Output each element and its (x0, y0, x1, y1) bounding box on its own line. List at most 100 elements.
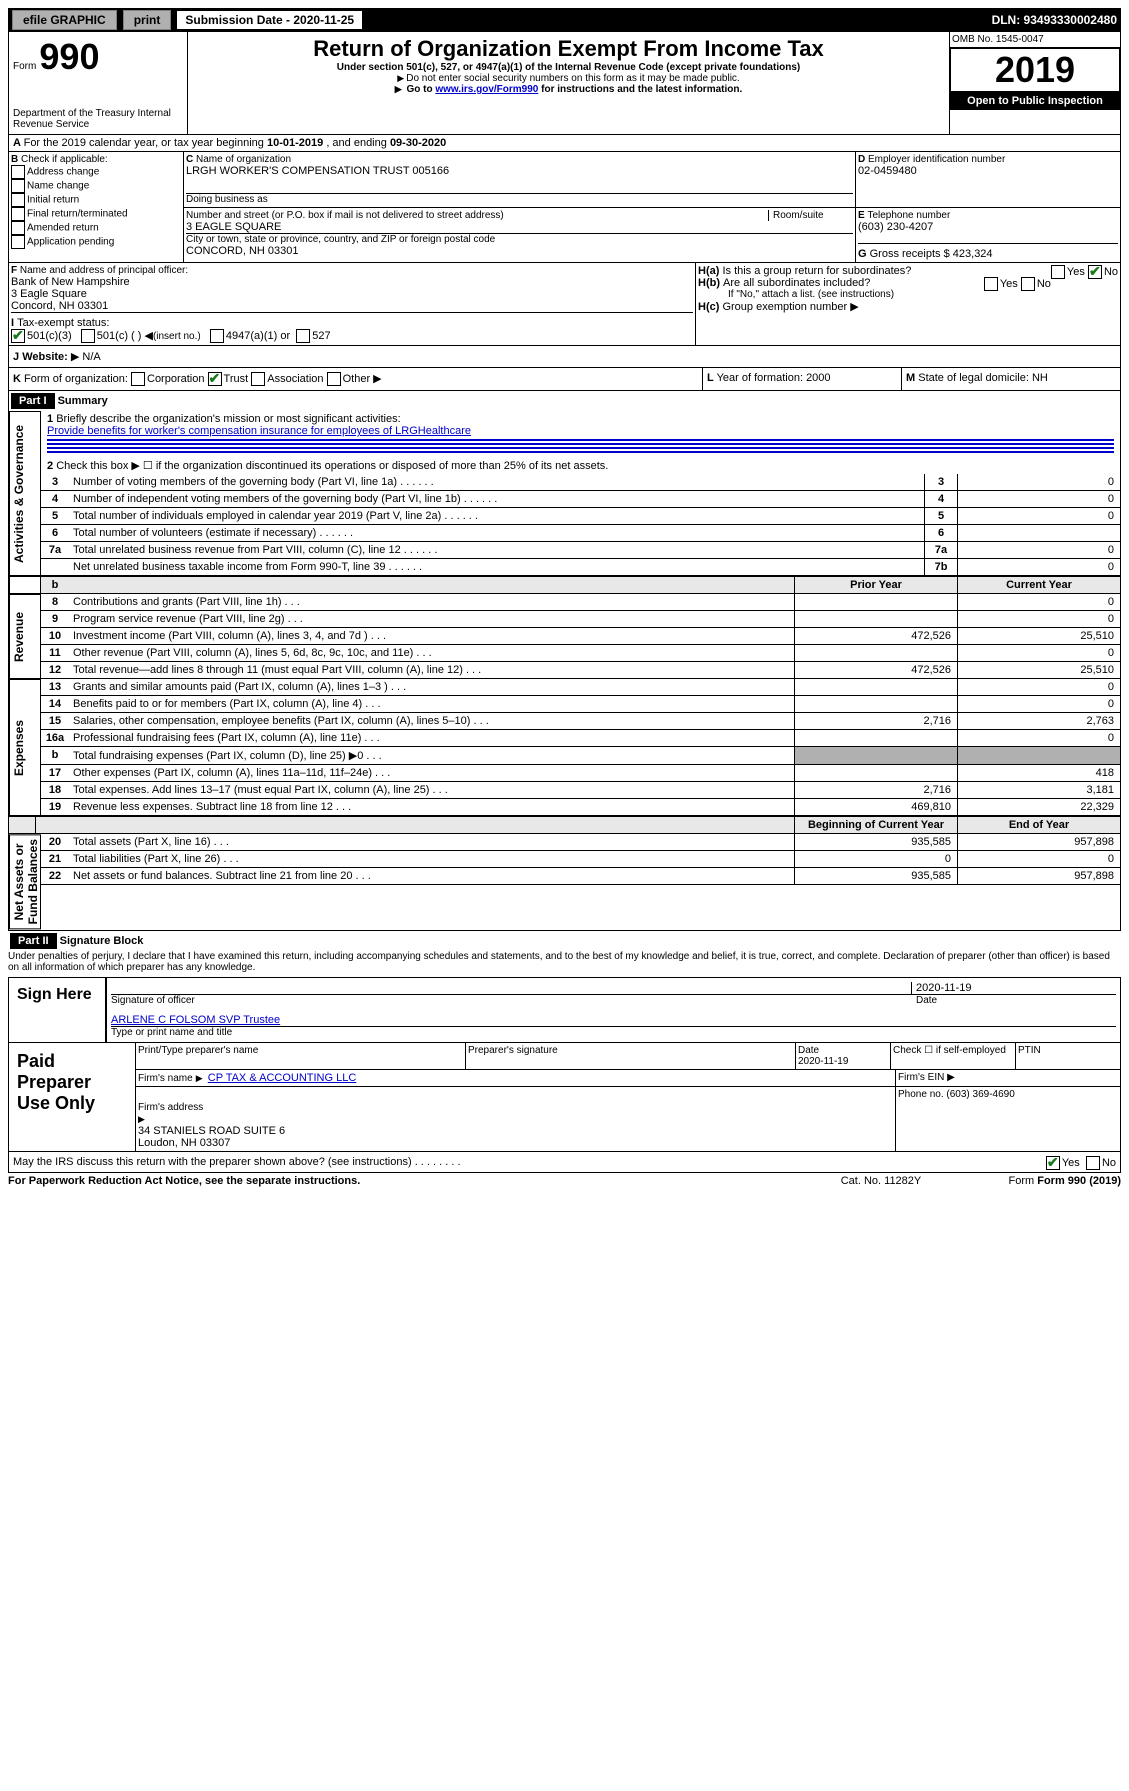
firm-addr-lbl: Firm's address (138, 1102, 203, 1113)
goto-pre: Go to (406, 84, 435, 95)
q1: Briefly describe the organization's miss… (56, 413, 400, 425)
city: CONCORD, NH 03301 (186, 245, 853, 257)
city-lbl: City or town, state or province, country… (186, 233, 853, 245)
firm-name[interactable]: CP TAX & ACCOUNTING LLC (208, 1072, 357, 1084)
side-rev: Revenue (9, 594, 41, 679)
b-init[interactable]: Initial return (27, 195, 79, 206)
table-row: 19Revenue less expenses. Subtract line 1… (41, 799, 1120, 816)
pp-check[interactable]: Check ☐ if self-employed (890, 1043, 1015, 1069)
d-lbl: Employer identification number (868, 154, 1005, 165)
pp-name-lbl: Print/Type preparer's name (136, 1043, 465, 1069)
k-trust-chk[interactable] (208, 372, 222, 386)
table-row: 3Number of voting members of the governi… (41, 474, 1120, 491)
chk-501c3[interactable] (11, 329, 25, 343)
i-o3: 4947(a)(1) or (226, 330, 290, 342)
b-final[interactable]: Final return/terminated (27, 209, 128, 220)
a-end: 09-30-2020 (390, 137, 446, 149)
year-formed: 2000 (806, 372, 830, 384)
dln: DLN: 93493330002480 (992, 13, 1117, 27)
hb-yes[interactable]: Yes (1000, 278, 1018, 290)
sig-date-lbl: Date (912, 995, 1116, 1006)
part-ii: Part II Signature Block Under penalties … (8, 931, 1121, 1173)
org-name: LRGH WORKER'S COMPENSATION TRUST 005166 (186, 165, 853, 177)
c-name-lbl: Name of organization (196, 154, 291, 165)
goto-post: for instructions and the latest informat… (541, 84, 742, 95)
discuss-yes-chk[interactable] (1046, 1156, 1060, 1170)
firm-name-lbl: Firm's name (138, 1073, 193, 1084)
f-lbl: Name and address of principal officer: (20, 265, 188, 276)
line-a: A For the 2019 calendar year, or tax yea… (8, 135, 1121, 152)
partii-hdr: Part II (10, 933, 57, 949)
m-lbl: State of legal domicile: (918, 372, 1029, 384)
paid-prep: Paid Preparer Use Only (9, 1043, 135, 1151)
ha-no: No (1104, 266, 1118, 278)
table-row: 17Other expenses (Part IX, column (A), l… (41, 765, 1120, 782)
form-word: Form (13, 61, 36, 72)
note-ssn: Do not enter social security numbers on … (192, 73, 945, 84)
part-i: Part I Summary Activities & Governance 1… (8, 391, 1121, 930)
a-mid: , and ending (326, 137, 390, 149)
street: 3 EAGLE SQUARE (186, 221, 853, 233)
firm-phone-lbl: Phone no. (898, 1089, 944, 1100)
b-amend[interactable]: Amended return (27, 223, 99, 234)
b-addr[interactable]: Address change (27, 167, 99, 178)
col-eoy: End of Year (957, 817, 1120, 833)
pra: For Paperwork Reduction Act Notice, see … (8, 1175, 801, 1187)
room-lbl: Room/suite (768, 210, 853, 221)
i-lbl: Tax-exempt status: (17, 317, 109, 329)
cat-no: Cat. No. 11282Y (801, 1175, 961, 1187)
q2: Check this box ▶ ☐ if the organization d… (56, 460, 608, 472)
pp-sig-lbl: Preparer's signature (465, 1043, 795, 1069)
table-row: 21Total liabilities (Part X, line 26) . … (41, 851, 1120, 868)
side-exp: Expenses (9, 679, 41, 816)
k-trust: Trust (224, 373, 249, 385)
table-row: 14Benefits paid to or for members (Part … (41, 696, 1120, 713)
sig-date: 2020-11-19 (911, 982, 1116, 995)
dba-lbl: Doing business as (186, 193, 853, 205)
print-btn[interactable]: print (123, 10, 172, 30)
b-name[interactable]: Name change (27, 181, 89, 192)
submission-date: Submission Date - 2020-11-25 (177, 11, 362, 29)
b-label: Check if applicable: (21, 154, 108, 165)
table-row: 10Investment income (Part VIII, column (… (41, 628, 1120, 645)
pp-date: 2020-11-19 (798, 1056, 848, 1067)
ha-yes[interactable]: Yes (1067, 266, 1085, 278)
firm-ein-lbl: Firm's EIN (898, 1072, 944, 1083)
firm-phone: (603) 369-4690 (946, 1089, 1014, 1100)
line-j: J Website: ▶ N/A (8, 346, 1121, 368)
officer-typed[interactable]: ARLENE C FOLSOM SVP Trustee (111, 1014, 280, 1026)
gross-receipts: 423,324 (953, 248, 993, 260)
table-row: 4Number of independent voting members of… (41, 491, 1120, 508)
note-link: Go to www.irs.gov/Form990 for instructio… (192, 84, 945, 95)
table-row: 6Total number of volunteers (estimate if… (41, 525, 1120, 542)
b-app[interactable]: Application pending (27, 237, 114, 248)
a-begin: 10-01-2019 (267, 137, 323, 149)
form-foot: Form 990 (2019) (1037, 1175, 1121, 1187)
table-row: 16aProfessional fundraising fees (Part I… (41, 730, 1120, 747)
table-row: 11Other revenue (Part VIII, column (A), … (41, 645, 1120, 662)
mission[interactable]: Provide benefits for worker's compensati… (47, 425, 471, 437)
col-curr: Current Year (957, 577, 1120, 593)
d-no[interactable]: No (1102, 1156, 1116, 1168)
col-prior: Prior Year (794, 577, 957, 593)
box-b: B Check if applicable: Address change Na… (8, 152, 184, 263)
footer: For Paperwork Reduction Act Notice, see … (8, 1173, 1121, 1189)
efile-btn[interactable]: efile GRAPHIC (12, 10, 117, 30)
irs-link[interactable]: www.irs.gov/Form990 (435, 84, 538, 95)
k-assoc[interactable]: Association (267, 373, 323, 385)
sign-here: Sign Here (9, 978, 105, 1042)
hdr-b: b (41, 577, 69, 593)
table-row: 5Total number of individuals employed in… (41, 508, 1120, 525)
table-row: 18Total expenses. Add lines 13–17 (must … (41, 782, 1120, 799)
ptin-lbl: PTIN (1015, 1043, 1120, 1069)
k-other[interactable]: Other (343, 373, 371, 385)
table-row: bTotal fundraising expenses (Part IX, co… (41, 747, 1120, 765)
phone: (603) 230-4207 (858, 221, 1118, 233)
table-row: 20Total assets (Part X, line 16) . . .93… (41, 834, 1120, 851)
k-corp[interactable]: Corporation (147, 373, 204, 385)
table-row: 7aTotal unrelated business revenue from … (41, 542, 1120, 559)
hb-no[interactable]: No (1037, 278, 1051, 290)
ha-no-chk[interactable] (1088, 265, 1102, 279)
i-o2h: (insert no.) (153, 331, 201, 342)
officer-typed-lbl: Type or print name and title (111, 1027, 1116, 1038)
